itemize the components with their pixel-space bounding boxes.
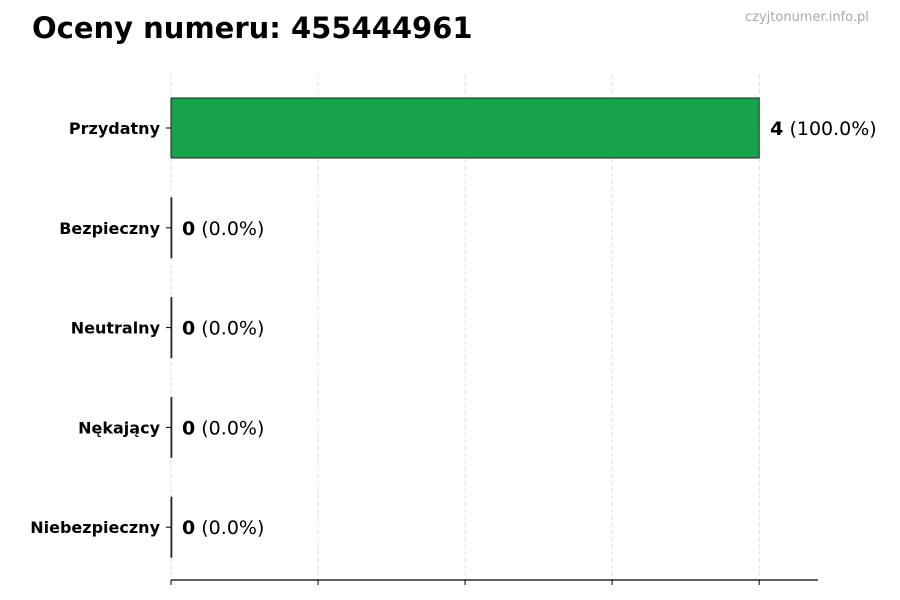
data-label-value: 0 [182, 318, 195, 340]
bar [170, 97, 760, 159]
bar [170, 396, 173, 458]
y-tick-label: Przydatny [69, 119, 161, 138]
data-label: 0 (0.0%) [182, 417, 264, 439]
data-label: 4 (100.0%) [770, 118, 877, 140]
data-label-value: 4 [770, 118, 783, 140]
y-tick-label: Neutralny [71, 319, 161, 338]
data-label: 0 (0.0%) [182, 318, 264, 340]
y-tick-label: Nękający [78, 418, 160, 437]
data-label: 0 (0.0%) [182, 517, 264, 539]
data-label-percent: (0.0%) [195, 417, 264, 439]
data-label-value: 0 [182, 218, 195, 240]
y-tick-label: Niebezpieczny [30, 518, 160, 537]
watermark: czyjtonumer.info.pl [745, 10, 869, 25]
data-label-value: 0 [182, 417, 195, 439]
data-label-value: 0 [182, 517, 195, 539]
bar [170, 197, 173, 259]
data-label: 0 (0.0%) [182, 218, 264, 240]
bar [170, 496, 173, 558]
bar [170, 297, 173, 359]
chart-title: Oceny numeru: 455444961 [32, 11, 473, 45]
data-label-percent: (0.0%) [195, 318, 264, 340]
data-label-percent: (0.0%) [195, 218, 264, 240]
data-label-percent: (0.0%) [195, 517, 264, 539]
y-tick-label: Bezpieczny [59, 219, 160, 238]
data-label-percent: (100.0%) [783, 118, 876, 140]
